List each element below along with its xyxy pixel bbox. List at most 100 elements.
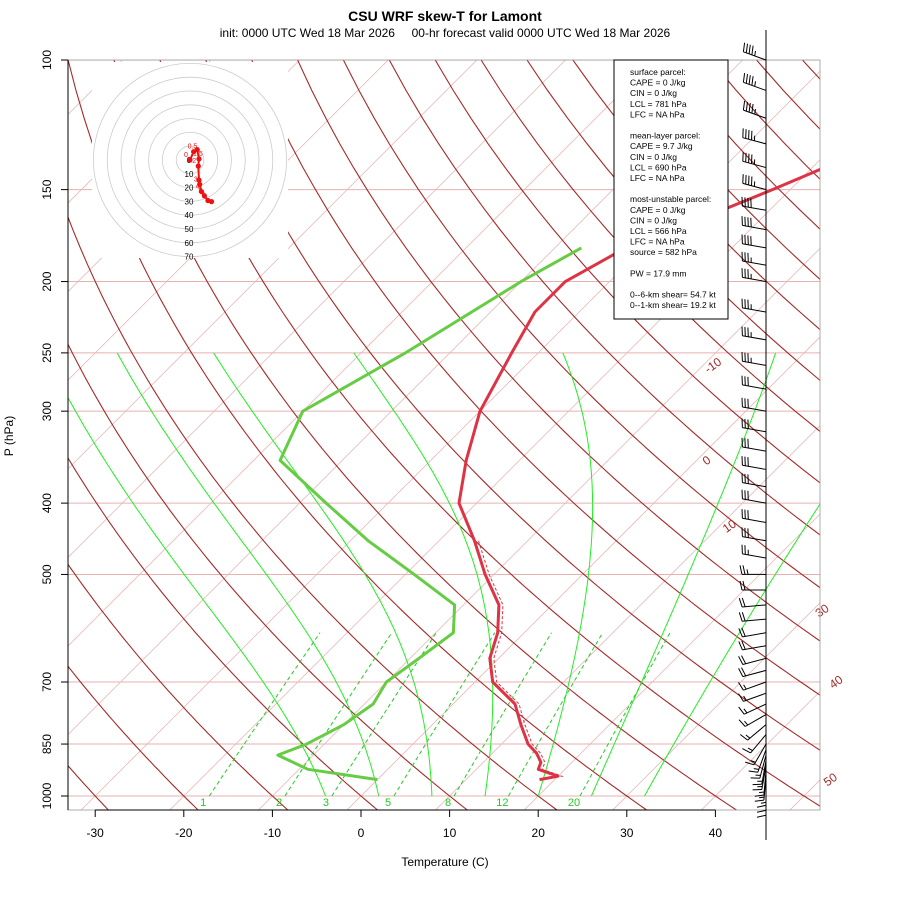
hodograph-ring-label: 10	[185, 170, 194, 179]
dry-adiabat	[68, 456, 379, 810]
wind-barb-full	[741, 655, 747, 664]
wind-barb-full	[738, 641, 743, 651]
info-box-line: LFC = NA hPa	[630, 173, 685, 183]
isotherm-line	[789, 779, 820, 810]
wind-barb-half	[743, 695, 747, 701]
isotherm-label: -10	[702, 355, 725, 377]
wind-barb	[752, 765, 767, 791]
hodograph-ring	[161, 131, 218, 188]
info-box-frame	[613, 59, 729, 320]
wind-barb	[741, 298, 767, 313]
x-tick-label: 10	[443, 826, 457, 840]
info-box-line: LCL = 566 hPa	[630, 226, 687, 236]
info-box-line: most-unstable parcel:	[630, 194, 711, 204]
wind-barb	[742, 73, 767, 91]
moist-adiabat	[116, 352, 380, 797]
wind-barb-half	[743, 708, 748, 714]
dry-adiabat	[848, 60, 900, 812]
wind-barb-full	[741, 667, 747, 677]
mixing-ratio-line	[331, 632, 437, 797]
wind-barb-full	[738, 693, 744, 702]
wind-barb-staff	[742, 645, 767, 651]
hodograph-point	[201, 193, 207, 199]
hodograph-ring	[175, 145, 205, 175]
wind-barb-staff	[742, 553, 767, 559]
wind-barb-full	[738, 682, 744, 691]
y-tick-label: 500	[40, 564, 54, 584]
wind-barb	[741, 473, 767, 488]
isotherm-line	[68, 60, 655, 647]
hodograph-ring-label: 40	[185, 211, 194, 220]
isotherm-line	[257, 247, 820, 810]
wind-barb	[741, 234, 767, 249]
wind-barb-full	[738, 628, 743, 638]
wind-barb	[738, 597, 767, 608]
hodograph-point-label: 4	[196, 184, 200, 191]
mixing-ratio-label: 20	[568, 797, 580, 809]
hodograph-point	[208, 199, 215, 205]
wind-barb	[742, 100, 767, 119]
x-tick-label: -10	[264, 826, 282, 840]
wind-barb-full	[739, 565, 743, 575]
wind-barb-full	[751, 45, 754, 55]
moist-adiabat	[537, 352, 594, 797]
wind-barb-full	[741, 640, 746, 650]
y-tick-label: 850	[40, 734, 54, 754]
wind-barb-full	[751, 76, 754, 86]
wind-barb-staff	[742, 384, 767, 390]
isotherm-line	[346, 336, 820, 810]
hodograph-ring	[120, 90, 260, 230]
wind-barb	[738, 714, 767, 727]
mixing-ratio-line	[393, 632, 496, 797]
wind-barb-staff	[742, 446, 767, 452]
wind-barb-staff	[742, 307, 767, 313]
hodograph-ring-label: 70	[185, 253, 194, 262]
info-box-line: CAPE = 9.7 J/kg	[630, 141, 693, 151]
hodograph-ring	[134, 104, 246, 216]
wind-barb	[741, 437, 767, 452]
wind-barb	[738, 681, 767, 691]
x-tick-label: 30	[620, 826, 634, 840]
info-box-line: 0--6-km shear= 54.7 kt	[630, 290, 716, 300]
wind-barb-full	[738, 598, 743, 608]
wind-barb	[741, 456, 767, 470]
wind-barb	[750, 755, 767, 779]
wind-barb-full	[748, 102, 751, 113]
wind-barb-staff	[759, 755, 767, 779]
isotherm-line	[68, 60, 212, 204]
wind-barb-staff	[742, 669, 767, 678]
wind-barb-full	[739, 734, 748, 741]
dry-adiabat	[159, 60, 820, 807]
wind-barb-full	[745, 101, 748, 112]
wind-barb	[738, 612, 767, 622]
hodograph-ring	[148, 118, 232, 202]
dry-adiabat	[297, 60, 820, 642]
wind-barb-staff	[742, 657, 767, 665]
profiles	[276, 167, 820, 782]
y-tick-label: 100	[40, 50, 54, 70]
dry-adiabat	[388, 60, 820, 536]
hodograph-point-label: 1.5	[193, 151, 203, 158]
hodograph-ring	[106, 76, 274, 244]
dry-adiabat	[205, 60, 820, 751]
dry-adiabat	[68, 215, 558, 810]
wind-barb-staff	[742, 464, 767, 470]
wind-barb	[741, 527, 767, 542]
isotherm-line	[877, 60, 900, 812]
hodograph-ring-label: 60	[185, 239, 194, 248]
hodograph-ring-label: 20	[185, 184, 194, 193]
x-axis-label: Temperature (C)	[401, 855, 488, 869]
wind-barb	[741, 418, 767, 433]
info-box-line: surface parcel:	[630, 67, 686, 77]
wind-barb	[742, 42, 767, 61]
mixing-ratio-label: 2	[276, 797, 282, 809]
hodograph-point-label: 6	[202, 193, 206, 200]
isotherm-label: 0	[700, 453, 714, 468]
y-tick-label: 150	[40, 179, 54, 199]
isotherm-label: 30	[813, 601, 832, 620]
mixing-ratio-label: 1	[200, 797, 206, 809]
wind-barb-staff	[742, 498, 767, 504]
dry-adiabat	[710, 60, 820, 180]
moist-adiabat	[644, 503, 820, 797]
hodograph-point	[187, 157, 193, 163]
